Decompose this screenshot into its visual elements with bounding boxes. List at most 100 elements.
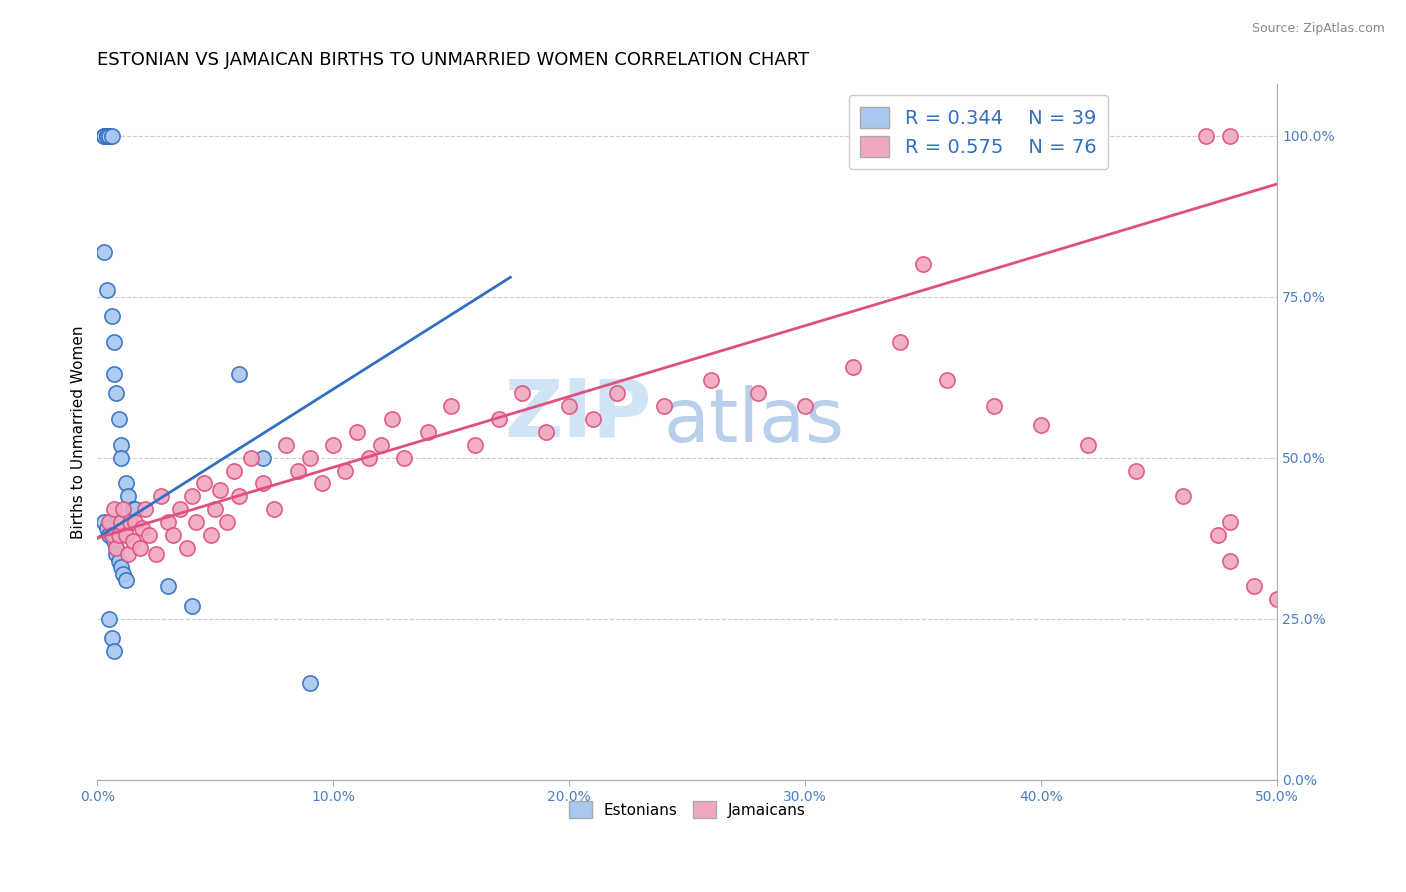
Point [134,502,156,516]
Point [346,425,368,439]
Point [93,244,115,259]
Point [180,599,202,613]
Legend: Estonians, Jamaicans: Estonians, Jamaicans [562,796,813,824]
Point [114,528,136,542]
Text: atlas: atlas [664,385,845,458]
Point [138,528,160,542]
Point [117,547,139,561]
Point [105,386,128,401]
Point [204,502,226,516]
Point [157,579,180,593]
Point [1265,592,1288,607]
Point [145,547,167,561]
Point [935,373,957,387]
Point [228,489,250,503]
Point [103,534,125,549]
Point [1243,579,1265,593]
Point [889,334,911,349]
Point [1219,554,1241,568]
Point [239,450,262,465]
Point [912,257,935,271]
Point [96,128,118,143]
Point [558,399,581,413]
Point [114,476,136,491]
Point [100,528,122,542]
Point [105,541,128,555]
Point [1206,528,1229,542]
Point [96,128,118,143]
Text: Source: ZipAtlas.com: Source: ZipAtlas.com [1251,22,1385,36]
Point [582,412,605,426]
Point [96,521,118,535]
Point [117,489,139,503]
Point [93,128,115,143]
Point [392,450,415,465]
Point [105,541,128,555]
Point [276,438,298,452]
Point [311,476,333,491]
Point [652,399,675,413]
Point [370,438,392,452]
Point [103,367,125,381]
Point [224,463,246,477]
Point [128,541,150,555]
Point [841,360,863,375]
Point [100,309,122,323]
Point [110,450,132,465]
Point [176,541,198,555]
Point [1219,128,1241,143]
Text: ESTONIAN VS JAMAICAN BIRTHS TO UNMARRIED WOMEN CORRELATION CHART: ESTONIAN VS JAMAICAN BIRTHS TO UNMARRIED… [97,51,810,69]
Point [110,560,132,574]
Point [121,502,143,516]
Point [121,534,143,549]
Point [217,515,239,529]
Point [180,489,202,503]
Point [110,438,132,452]
Point [98,128,121,143]
Point [464,438,486,452]
Point [794,399,817,413]
Point [209,483,232,497]
Point [1219,515,1241,529]
Point [98,612,121,626]
Point [510,386,533,401]
Point [93,515,115,529]
Point [124,502,146,516]
Point [112,502,135,516]
Point [103,334,125,349]
Point [605,386,627,401]
Point [98,528,121,542]
Point [287,463,309,477]
Point [381,412,404,426]
Point [112,566,135,581]
Text: ZIP: ZIP [505,376,652,453]
Point [1031,418,1053,433]
Point [100,631,122,645]
Point [440,399,463,413]
Point [534,425,557,439]
Point [357,450,380,465]
Point [1077,438,1099,452]
Point [103,502,125,516]
Point [322,438,344,452]
Point [1195,128,1218,143]
Point [200,528,222,542]
Point [100,128,122,143]
Point [416,425,439,439]
Point [124,515,146,529]
Point [1125,463,1147,477]
Point [263,502,285,516]
Point [228,367,250,381]
Point [107,412,129,426]
Point [150,489,173,503]
Point [298,676,321,690]
Point [131,521,153,535]
Point [186,515,208,529]
Point [252,450,274,465]
Point [98,515,121,529]
Point [298,450,321,465]
Point [983,399,1005,413]
Point [488,412,510,426]
Point [169,502,191,516]
Point [93,128,115,143]
